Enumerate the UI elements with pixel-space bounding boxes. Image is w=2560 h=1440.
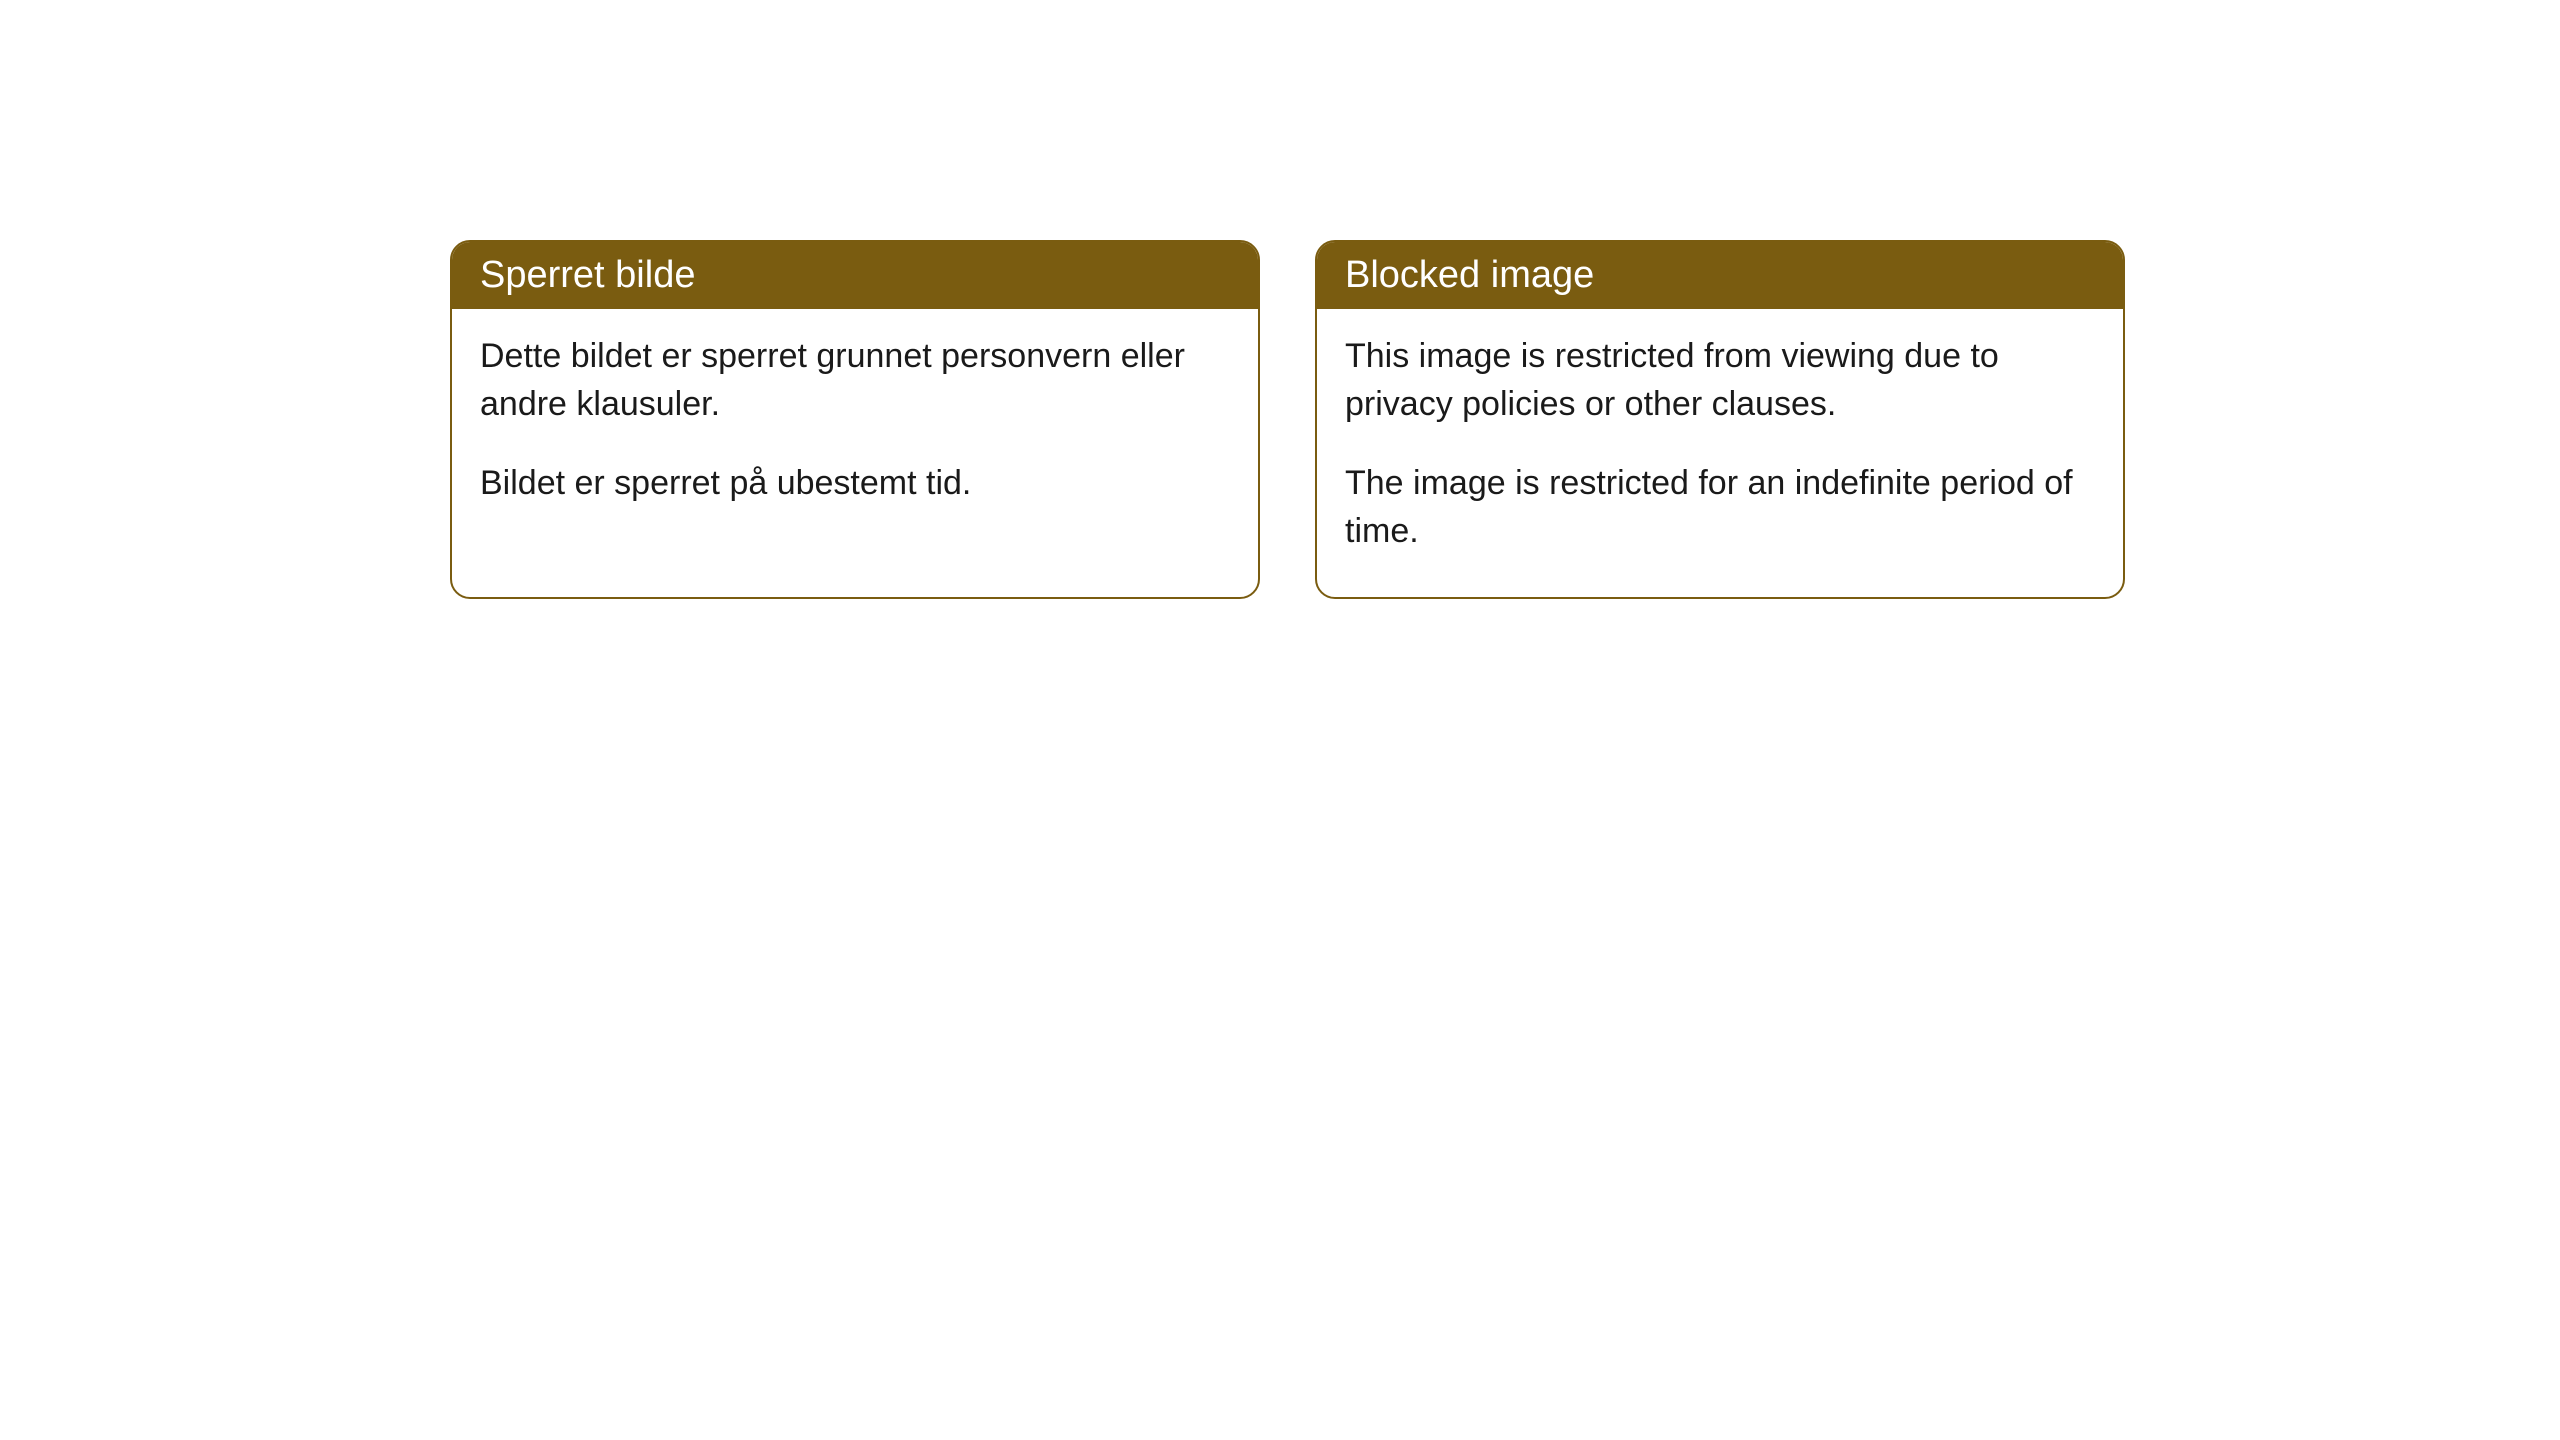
card-paragraph: This image is restricted from viewing du… [1345,333,2095,428]
card-paragraph: The image is restricted for an indefinit… [1345,460,2095,555]
blocked-image-card-english: Blocked image This image is restricted f… [1315,240,2125,599]
card-header-norwegian: Sperret bilde [452,242,1258,309]
blocked-image-card-norwegian: Sperret bilde Dette bildet er sperret gr… [450,240,1260,599]
notice-cards-container: Sperret bilde Dette bildet er sperret gr… [450,240,2560,599]
card-paragraph: Bildet er sperret på ubestemt tid. [480,460,1230,508]
card-body-english: This image is restricted from viewing du… [1317,309,2123,597]
card-paragraph: Dette bildet er sperret grunnet personve… [480,333,1230,428]
card-body-norwegian: Dette bildet er sperret grunnet personve… [452,309,1258,550]
card-header-english: Blocked image [1317,242,2123,309]
